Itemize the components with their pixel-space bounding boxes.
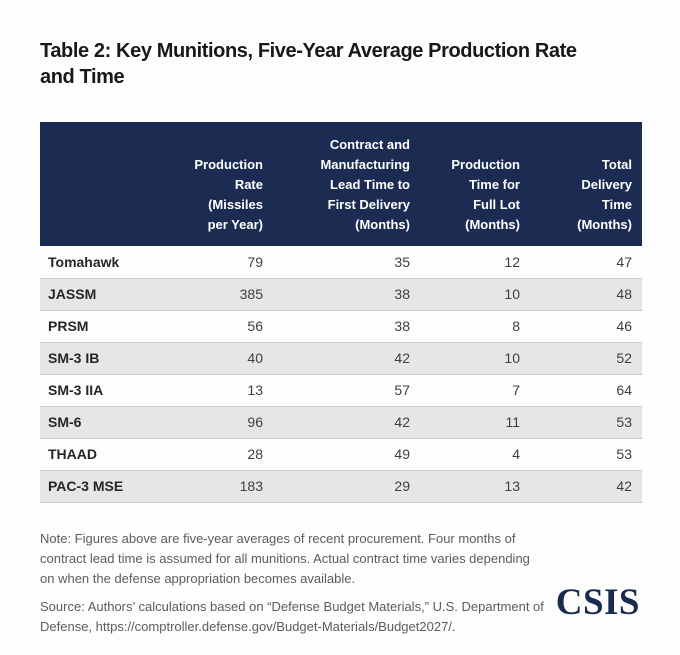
col-header-production-rate: Production Rate (Missiles per Year) [150, 122, 273, 246]
table-row-jassm: JASSM 385 38 10 48 [40, 278, 642, 310]
row-label: JASSM [48, 286, 97, 302]
cell-production-time: 10 [504, 350, 520, 366]
cell-total-delivery: 46 [616, 318, 632, 334]
table-row-tomahawk: Tomahawk 79 35 12 47 [40, 246, 642, 278]
cell-total-delivery: 47 [616, 253, 632, 270]
col-header-lead-time: Contract and Manufacturing Lead Time to … [273, 122, 420, 246]
cell-production-time: 12 [504, 253, 520, 270]
col-header-production-time: Production Time for Full Lot (Months) [420, 122, 530, 246]
row-label: PRSM [48, 318, 89, 334]
row-label: SM-3 IIA [48, 382, 104, 398]
cell-production-rate: 28 [247, 446, 263, 462]
source-text: Source: Authors’ calculations based on “… [40, 598, 544, 634]
cell-lead-time: 42 [394, 414, 410, 430]
csis-logo: CSIS [555, 582, 640, 623]
table-row-thaad: THAAD 28 49 4 53 [40, 438, 642, 470]
cell-lead-time: 42 [394, 350, 410, 366]
cell-production-time: 13 [504, 478, 520, 494]
cell-lead-time: 38 [394, 286, 410, 302]
cell-lead-time: 35 [394, 253, 410, 270]
cell-total-delivery: 64 [616, 382, 632, 398]
row-label: Tomahawk [48, 253, 120, 270]
cell-production-rate: 183 [239, 478, 263, 494]
cell-production-rate: 13 [247, 382, 263, 398]
table-body: Tomahawk 79 35 12 47 JASSM 385 38 10 48 … [40, 246, 642, 502]
munitions-table: Production Rate (Missiles per Year) Cont… [40, 122, 642, 503]
cell-production-time: 4 [512, 446, 520, 462]
figure-title: Table 2: Key Munitions, Five-Year Averag… [40, 40, 577, 88]
cell-production-rate: 79 [247, 253, 263, 270]
row-label: THAAD [48, 446, 97, 462]
cell-production-rate: 96 [247, 414, 263, 430]
row-label: SM-3 IB [48, 350, 100, 366]
cell-production-rate: 56 [247, 318, 263, 334]
header-row: Production Rate (Missiles per Year) Cont… [40, 122, 642, 246]
cell-total-delivery: 42 [616, 478, 632, 494]
cell-lead-time: 38 [394, 318, 410, 334]
col-header-total-delivery: Total Delivery Time (Months) [530, 122, 642, 246]
cell-total-delivery: 53 [616, 414, 632, 430]
cell-total-delivery: 53 [616, 446, 632, 462]
cell-production-time: 11 [505, 414, 520, 430]
table-row-pac3-mse: PAC-3 MSE 183 29 13 42 [40, 470, 642, 502]
row-label: SM-6 [48, 414, 82, 430]
table-row-prsm: PRSM 56 38 8 46 [40, 310, 642, 342]
cell-production-time: 10 [504, 286, 520, 302]
row-label: PAC-3 MSE [48, 478, 124, 494]
table-row-sm6: SM-6 96 42 11 53 [40, 406, 642, 438]
cell-production-rate: 385 [239, 286, 263, 302]
cell-lead-time: 57 [394, 382, 410, 398]
cell-total-delivery: 52 [616, 350, 632, 366]
cell-total-delivery: 48 [616, 286, 632, 302]
cell-lead-time: 29 [394, 478, 410, 494]
note-text: Note: Figures above are five-year averag… [40, 530, 530, 586]
table-row-sm3-iia: SM-3 IIA 13 57 7 64 [40, 374, 642, 406]
table-header: Production Rate (Missiles per Year) Cont… [40, 122, 642, 246]
cell-production-rate: 40 [247, 350, 263, 366]
cell-production-time: 7 [512, 382, 520, 398]
cell-lead-time: 49 [394, 446, 410, 462]
cell-production-time: 8 [512, 318, 520, 334]
col-header-munition [40, 122, 150, 246]
table-row-sm3-ib: SM-3 IB 40 42 10 52 [40, 342, 642, 374]
